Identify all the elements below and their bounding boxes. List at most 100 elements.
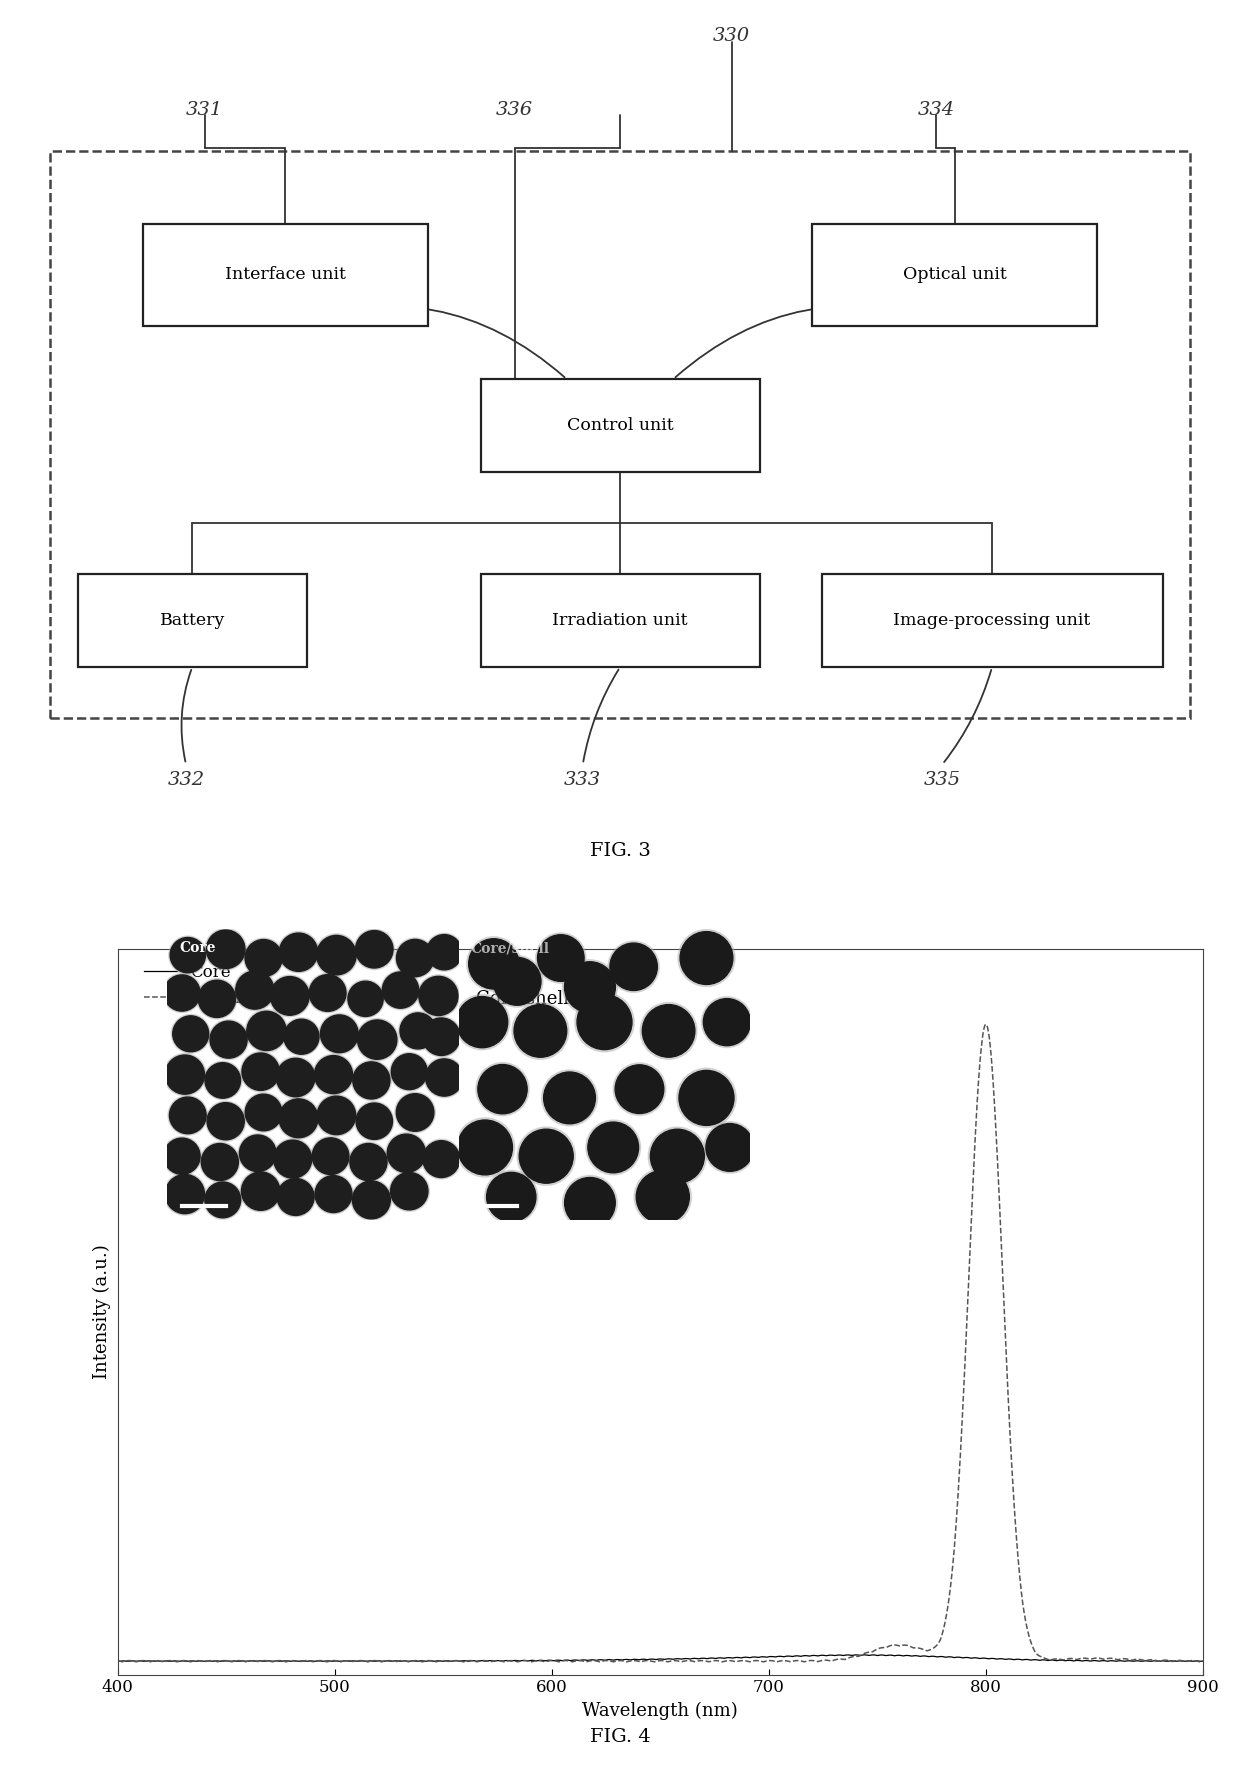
Circle shape (316, 1094, 357, 1135)
Circle shape (357, 1019, 397, 1058)
Circle shape (575, 992, 634, 1051)
Circle shape (279, 1100, 317, 1137)
Circle shape (170, 1098, 206, 1134)
Circle shape (427, 935, 461, 971)
Circle shape (422, 1017, 461, 1057)
Circle shape (320, 1015, 358, 1053)
Circle shape (170, 937, 206, 973)
Text: Battery: Battery (160, 613, 224, 629)
Circle shape (564, 962, 615, 1012)
Circle shape (275, 1177, 315, 1216)
Circle shape (350, 1143, 387, 1180)
Circle shape (197, 978, 237, 1019)
Circle shape (205, 1062, 241, 1098)
Text: 332: 332 (167, 772, 205, 790)
Text: 335: 335 (924, 772, 961, 790)
Circle shape (275, 1057, 316, 1098)
Circle shape (278, 931, 319, 973)
Circle shape (351, 1060, 392, 1100)
Circle shape (588, 1123, 639, 1173)
Circle shape (316, 935, 356, 974)
Circle shape (208, 1019, 248, 1060)
Circle shape (419, 976, 458, 1015)
Circle shape (389, 1171, 429, 1211)
Circle shape (312, 1137, 348, 1175)
Circle shape (167, 1096, 207, 1135)
Circle shape (246, 1010, 288, 1051)
Circle shape (165, 1055, 205, 1094)
Legend: Core, Core/shell: Core, Core/shell (136, 958, 283, 1014)
Circle shape (703, 999, 750, 1046)
Text: Image-processing unit: Image-processing unit (893, 613, 1091, 629)
Circle shape (198, 980, 236, 1017)
Circle shape (162, 1137, 202, 1175)
Circle shape (278, 1098, 320, 1139)
Circle shape (401, 1014, 436, 1050)
Y-axis label: Intensity (a.u.): Intensity (a.u.) (93, 1245, 110, 1379)
Circle shape (164, 1053, 206, 1096)
Text: Core/shell: Core/shell (470, 942, 549, 955)
Circle shape (348, 1143, 388, 1182)
Circle shape (476, 1062, 529, 1116)
Circle shape (356, 1019, 398, 1060)
Circle shape (391, 1173, 428, 1211)
Circle shape (351, 1180, 392, 1220)
Circle shape (563, 1175, 618, 1230)
Circle shape (172, 1015, 208, 1051)
Circle shape (425, 933, 464, 971)
Circle shape (242, 1171, 280, 1211)
Circle shape (239, 1170, 281, 1213)
Circle shape (512, 1003, 569, 1058)
Circle shape (308, 973, 347, 1014)
Circle shape (353, 1062, 389, 1100)
Circle shape (239, 1135, 277, 1171)
Circle shape (210, 1021, 247, 1058)
Circle shape (346, 980, 384, 1017)
Circle shape (677, 1067, 737, 1128)
Circle shape (398, 1012, 438, 1050)
Circle shape (608, 940, 660, 992)
Circle shape (205, 1182, 241, 1218)
Circle shape (577, 994, 632, 1050)
Circle shape (640, 1003, 697, 1058)
FancyBboxPatch shape (812, 224, 1097, 326)
Text: Interface unit: Interface unit (224, 267, 346, 283)
Text: Optical unit: Optical unit (903, 267, 1007, 283)
Circle shape (494, 958, 541, 1005)
Circle shape (394, 1093, 435, 1132)
Circle shape (455, 1118, 515, 1177)
Circle shape (678, 930, 735, 987)
Circle shape (392, 1053, 428, 1089)
Circle shape (164, 1137, 200, 1175)
Circle shape (356, 1103, 393, 1139)
Circle shape (164, 974, 200, 1012)
Circle shape (454, 994, 510, 1050)
Circle shape (277, 1058, 315, 1096)
Circle shape (246, 1094, 281, 1130)
Circle shape (614, 1062, 666, 1116)
Circle shape (283, 1017, 320, 1055)
Circle shape (387, 1134, 425, 1173)
Circle shape (636, 1171, 689, 1223)
Circle shape (537, 935, 584, 981)
Circle shape (477, 1064, 527, 1114)
Circle shape (397, 940, 434, 976)
Circle shape (284, 1019, 319, 1055)
Text: FIG. 4: FIG. 4 (590, 1728, 650, 1746)
Circle shape (649, 1127, 707, 1186)
FancyBboxPatch shape (143, 224, 428, 326)
Circle shape (171, 1014, 210, 1053)
Text: 336: 336 (496, 100, 533, 118)
Text: 330: 330 (713, 27, 750, 45)
Circle shape (564, 1177, 615, 1229)
Text: 333: 333 (564, 772, 601, 790)
Circle shape (536, 933, 587, 983)
Circle shape (520, 1128, 573, 1184)
Circle shape (680, 931, 733, 985)
Circle shape (423, 1141, 460, 1177)
Circle shape (315, 933, 358, 976)
FancyBboxPatch shape (822, 575, 1163, 668)
Text: 334: 334 (918, 100, 955, 118)
Circle shape (381, 971, 420, 1010)
Circle shape (203, 1180, 242, 1220)
